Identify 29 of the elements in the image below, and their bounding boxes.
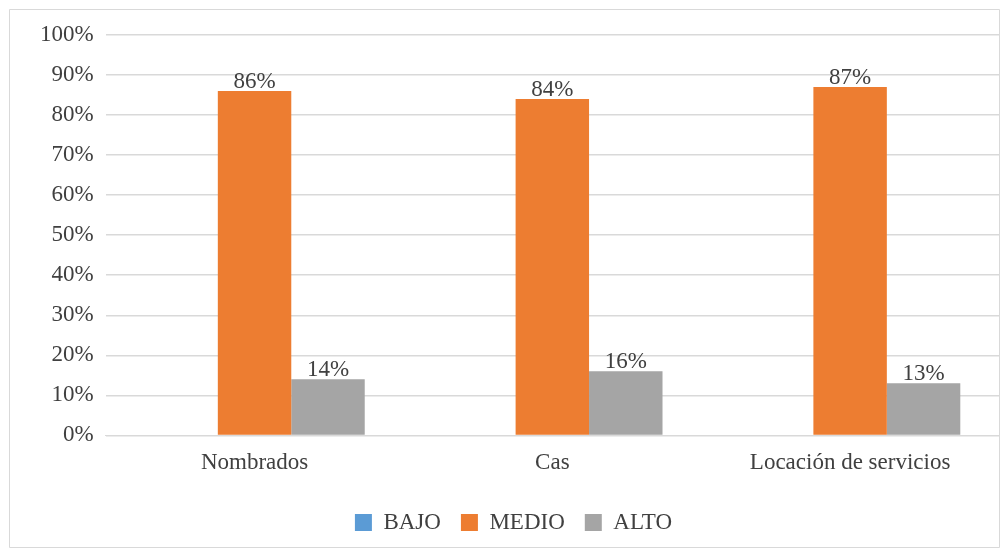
data-label: 84% <box>531 75 574 101</box>
data-label: 86% <box>233 67 276 93</box>
y-tick-label: 0% <box>62 421 94 447</box>
bar <box>886 383 961 435</box>
legend-label: ALTO <box>613 508 673 534</box>
bar <box>291 379 365 435</box>
x-tick-label: Locación de servicios <box>749 449 951 475</box>
y-tick-label: 40% <box>51 261 94 287</box>
y-tick-label: 30% <box>51 301 94 327</box>
y-tick-label: 20% <box>51 341 94 367</box>
legend-label: MEDIO <box>489 508 565 534</box>
y-tick-label: 90% <box>51 61 94 87</box>
bar <box>813 87 887 435</box>
x-tick-label: Cas <box>535 449 570 475</box>
bar <box>217 91 292 435</box>
y-tick-label: 50% <box>51 221 94 247</box>
y-tick-label: 80% <box>51 101 94 127</box>
y-tick-label: 60% <box>51 181 94 207</box>
data-label: 16% <box>604 347 647 373</box>
y-tick-label: 100% <box>39 21 94 47</box>
data-label: 13% <box>902 359 945 385</box>
y-tick-label: 70% <box>51 141 94 167</box>
y-tick-label: 10% <box>51 381 94 407</box>
data-label: 14% <box>306 355 350 381</box>
bar <box>589 371 663 435</box>
legend-label: BAJO <box>383 508 441 534</box>
data-label: 87% <box>829 63 872 89</box>
x-tick-label: Nombrados <box>200 449 309 475</box>
bar <box>515 99 590 435</box>
